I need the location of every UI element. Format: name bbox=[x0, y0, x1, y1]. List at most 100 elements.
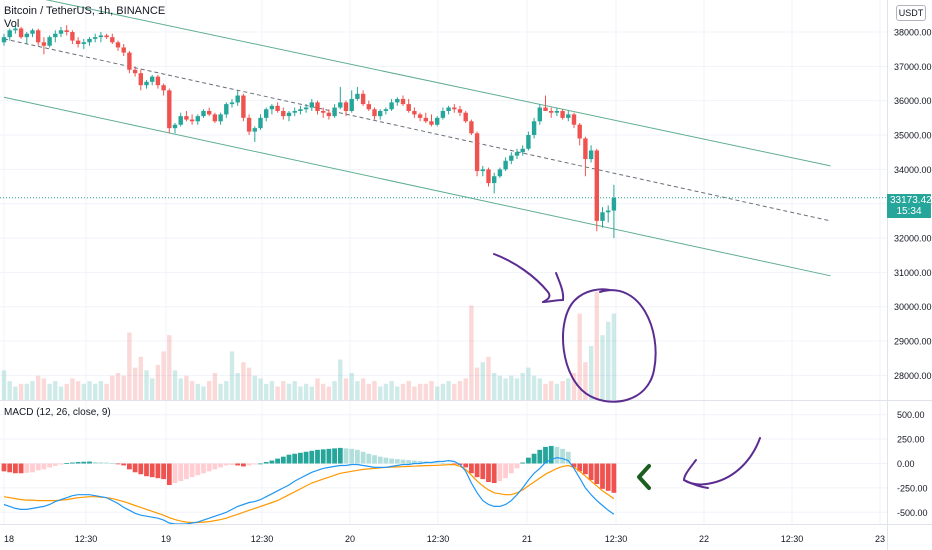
volume-bar bbox=[611, 313, 617, 400]
volume-bar bbox=[343, 378, 349, 400]
macd-hist-bar bbox=[360, 451, 366, 464]
macd-hist-bar bbox=[531, 453, 537, 464]
last-price-badge: 33173.42 15:34 bbox=[887, 194, 932, 218]
volume-bar bbox=[58, 386, 64, 400]
macd-lines bbox=[3, 456, 615, 525]
candle-body bbox=[167, 90, 172, 129]
volume-bar bbox=[378, 386, 383, 400]
candle-body bbox=[184, 116, 189, 120]
macd-hist-bar bbox=[298, 452, 303, 464]
macd-axis[interactable]: 500.00 250.00 0.00 -250.00 -500.00 bbox=[897, 410, 928, 518]
candle-body bbox=[36, 30, 41, 43]
volume-bar bbox=[509, 375, 514, 400]
macd-hist-bar bbox=[417, 461, 423, 464]
candle-body bbox=[503, 160, 508, 170]
price-tick-label: 29000.00 bbox=[894, 337, 932, 347]
candle-body bbox=[252, 128, 257, 132]
macd-hist-bar bbox=[132, 463, 138, 473]
candle-body bbox=[429, 121, 434, 125]
volume-bar bbox=[201, 386, 206, 400]
volume-bar bbox=[366, 383, 371, 400]
macd-hist-bar bbox=[252, 463, 258, 465]
drawn-annotations[interactable] bbox=[493, 253, 761, 490]
macd-hist-bar bbox=[104, 462, 109, 464]
volume-bar bbox=[503, 378, 508, 400]
candle-body bbox=[264, 109, 269, 118]
time-axis[interactable]: 18 12:30 19 12:30 20 12:30 21 12:30 22 12:30 23 bbox=[4, 534, 885, 544]
channel-lines[interactable] bbox=[0, 0, 887, 277]
volume-bar bbox=[583, 362, 588, 400]
volume-bar bbox=[87, 381, 92, 400]
price-tick-label: 38000.00 bbox=[894, 28, 932, 38]
annotation-arrow-head bbox=[542, 272, 565, 303]
candle-body bbox=[172, 124, 178, 129]
candle-body bbox=[600, 212, 605, 221]
volume-bar bbox=[406, 381, 411, 400]
candle-body bbox=[406, 104, 411, 111]
macd-hist-bar bbox=[92, 462, 98, 464]
volume-bar bbox=[144, 370, 149, 400]
volume-bar bbox=[275, 386, 280, 400]
macd-hist-bar bbox=[377, 456, 383, 464]
candle-body bbox=[275, 105, 280, 111]
candle-body bbox=[138, 73, 143, 86]
time-tick-label: 12:30 bbox=[605, 534, 628, 544]
candle-body bbox=[457, 109, 463, 113]
volume-bar bbox=[47, 383, 52, 400]
volume-bar bbox=[577, 313, 582, 400]
macd-hist-bar bbox=[87, 461, 92, 464]
candle-body bbox=[355, 93, 360, 99]
macd-hist-bar bbox=[491, 463, 497, 484]
candle-body bbox=[281, 110, 286, 117]
macd-hist-bar bbox=[337, 447, 343, 464]
macd-hist-bar bbox=[223, 463, 229, 466]
macd-hist-bar bbox=[41, 463, 47, 470]
macd-hist-bar bbox=[155, 463, 161, 479]
macd-hist-bar bbox=[600, 463, 605, 489]
volume-bar bbox=[264, 383, 269, 400]
candle-body bbox=[13, 28, 18, 31]
volume-bar bbox=[41, 378, 47, 400]
macd-hist-bar bbox=[121, 463, 127, 466]
volume-bar bbox=[98, 381, 104, 400]
candle-body bbox=[417, 114, 423, 118]
macd-hist-bar bbox=[520, 462, 526, 464]
macd-hist-bar bbox=[389, 458, 394, 464]
volume-bar bbox=[132, 367, 138, 400]
candle-body bbox=[132, 69, 138, 74]
macd-hist-bar bbox=[537, 449, 543, 464]
volume-bar bbox=[537, 378, 542, 400]
volume-bar bbox=[150, 378, 155, 400]
volume-bar bbox=[457, 381, 463, 400]
volume-bar bbox=[161, 351, 166, 400]
candle-body bbox=[70, 32, 75, 41]
macd-hist-bar bbox=[446, 463, 451, 465]
macd-hist-bar bbox=[246, 463, 252, 466]
macd-hist-bar bbox=[184, 463, 189, 480]
candle-body bbox=[537, 107, 542, 122]
macd-tick-label: -250.00 bbox=[897, 483, 928, 493]
currency-button[interactable]: USDT bbox=[896, 5, 926, 21]
volume-bar bbox=[452, 383, 457, 400]
macd-hist-bar bbox=[383, 457, 389, 464]
volume-bar bbox=[372, 381, 377, 400]
candle-body bbox=[554, 110, 560, 113]
macd-histogram bbox=[1, 445, 617, 493]
candle-body bbox=[7, 30, 12, 38]
macd-hist-bar bbox=[263, 462, 269, 464]
macd-hist-bar bbox=[206, 463, 212, 472]
macd-hist-bar bbox=[372, 455, 377, 464]
candle-body bbox=[178, 116, 183, 125]
candle-body bbox=[286, 112, 292, 117]
volume-bar bbox=[36, 375, 41, 400]
macd-hist-bar bbox=[343, 448, 349, 464]
macd-hist-bar bbox=[440, 463, 446, 464]
macd-hist-bar bbox=[275, 458, 280, 464]
candle-body bbox=[241, 95, 246, 118]
candle-body bbox=[440, 110, 446, 118]
candle-body bbox=[526, 135, 531, 149]
volume-bar bbox=[241, 362, 246, 400]
candle-body bbox=[583, 138, 588, 160]
